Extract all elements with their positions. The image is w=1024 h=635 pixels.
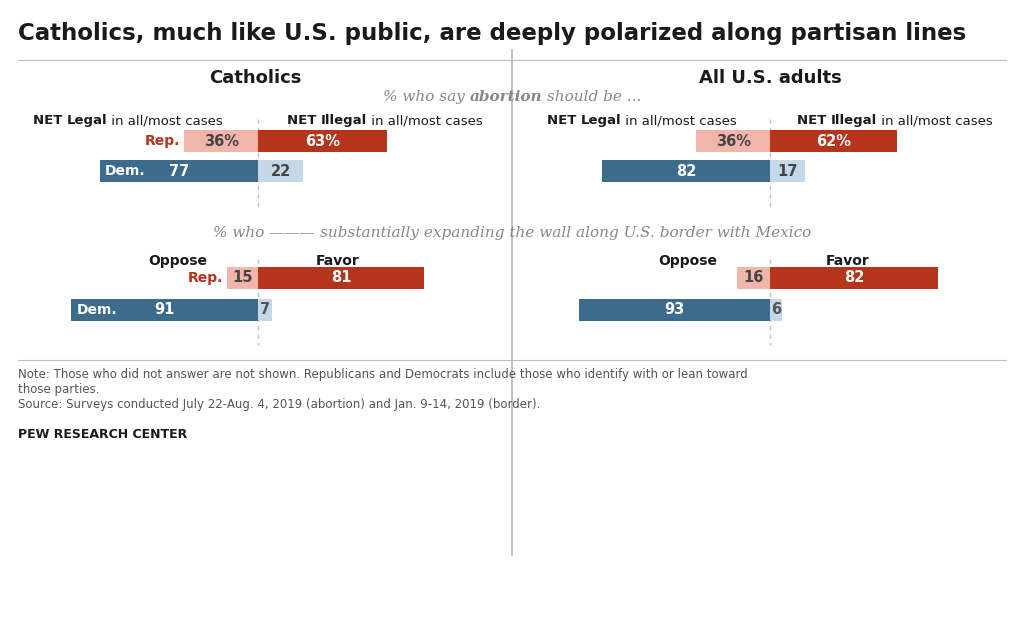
Text: NET: NET bbox=[287, 114, 321, 127]
Text: 17: 17 bbox=[777, 163, 798, 178]
Bar bbox=[258, 130, 387, 152]
Bar bbox=[770, 267, 938, 289]
Text: 82: 82 bbox=[844, 271, 864, 286]
Text: Favor: Favor bbox=[316, 254, 359, 268]
Text: 36%: 36% bbox=[204, 133, 239, 149]
Text: 91: 91 bbox=[155, 302, 175, 318]
Text: Illegal: Illegal bbox=[321, 114, 368, 127]
Text: Catholics, much like U.S. public, are deeply polarized along partisan lines: Catholics, much like U.S. public, are de… bbox=[18, 22, 967, 45]
Text: 93: 93 bbox=[665, 302, 685, 318]
Bar bbox=[580, 299, 770, 321]
Text: should be ...: should be ... bbox=[542, 90, 641, 104]
Text: NET: NET bbox=[797, 114, 831, 127]
Text: Oppose: Oppose bbox=[148, 254, 208, 268]
Text: abortion: abortion bbox=[469, 90, 542, 104]
Text: Note: Those who did not answer are not shown. Republicans and Democrats include : Note: Those who did not answer are not s… bbox=[18, 368, 748, 381]
Text: 15: 15 bbox=[232, 271, 253, 286]
Bar bbox=[100, 160, 258, 182]
Text: Dem.: Dem. bbox=[105, 164, 145, 178]
Text: Source: Surveys conducted July 22-Aug. 4, 2019 (abortion) and Jan. 9-14, 2019 (b: Source: Surveys conducted July 22-Aug. 4… bbox=[18, 398, 541, 411]
Text: NET: NET bbox=[547, 114, 581, 127]
Bar bbox=[227, 267, 258, 289]
Text: 6: 6 bbox=[771, 302, 781, 318]
Text: Legal: Legal bbox=[581, 114, 622, 127]
Bar bbox=[770, 130, 897, 152]
Text: substantially expanding the wall along U.S. border with Mexico: substantially expanding the wall along U… bbox=[319, 226, 811, 240]
Text: 81: 81 bbox=[331, 271, 351, 286]
Text: Rep.: Rep. bbox=[187, 271, 223, 285]
Bar bbox=[602, 160, 770, 182]
Text: All U.S. adults: All U.S. adults bbox=[698, 69, 842, 87]
Text: Catholics: Catholics bbox=[209, 69, 301, 87]
Text: 77: 77 bbox=[169, 163, 189, 178]
Text: in all/most cases: in all/most cases bbox=[622, 114, 737, 127]
Text: in all/most cases: in all/most cases bbox=[108, 114, 223, 127]
Text: 82: 82 bbox=[676, 163, 696, 178]
Bar bbox=[770, 160, 805, 182]
Text: Favor: Favor bbox=[826, 254, 869, 268]
Text: Legal: Legal bbox=[67, 114, 108, 127]
Text: 16: 16 bbox=[743, 271, 764, 286]
Text: NET: NET bbox=[33, 114, 67, 127]
Text: 62%: 62% bbox=[816, 133, 851, 149]
Text: those parties.: those parties. bbox=[18, 383, 99, 396]
Bar bbox=[184, 130, 258, 152]
Text: Rep.: Rep. bbox=[144, 134, 180, 148]
Text: 7: 7 bbox=[260, 302, 270, 318]
Text: in all/most cases: in all/most cases bbox=[368, 114, 483, 127]
Text: Oppose: Oppose bbox=[658, 254, 718, 268]
Text: PEW RESEARCH CENTER: PEW RESEARCH CENTER bbox=[18, 428, 187, 441]
Bar bbox=[72, 299, 258, 321]
Bar bbox=[258, 160, 303, 182]
Text: % who: % who bbox=[213, 226, 269, 240]
Text: in all/most cases: in all/most cases bbox=[878, 114, 993, 127]
Bar bbox=[770, 299, 782, 321]
Text: Illegal: Illegal bbox=[831, 114, 878, 127]
Text: 22: 22 bbox=[270, 163, 291, 178]
Text: 36%: 36% bbox=[716, 133, 751, 149]
Text: % who say: % who say bbox=[383, 90, 469, 104]
Bar bbox=[737, 267, 770, 289]
Text: Dem.: Dem. bbox=[77, 303, 117, 317]
Text: 63%: 63% bbox=[305, 133, 340, 149]
Bar bbox=[258, 299, 272, 321]
Bar bbox=[258, 267, 424, 289]
Bar bbox=[696, 130, 770, 152]
Text: ———: ——— bbox=[269, 226, 319, 240]
